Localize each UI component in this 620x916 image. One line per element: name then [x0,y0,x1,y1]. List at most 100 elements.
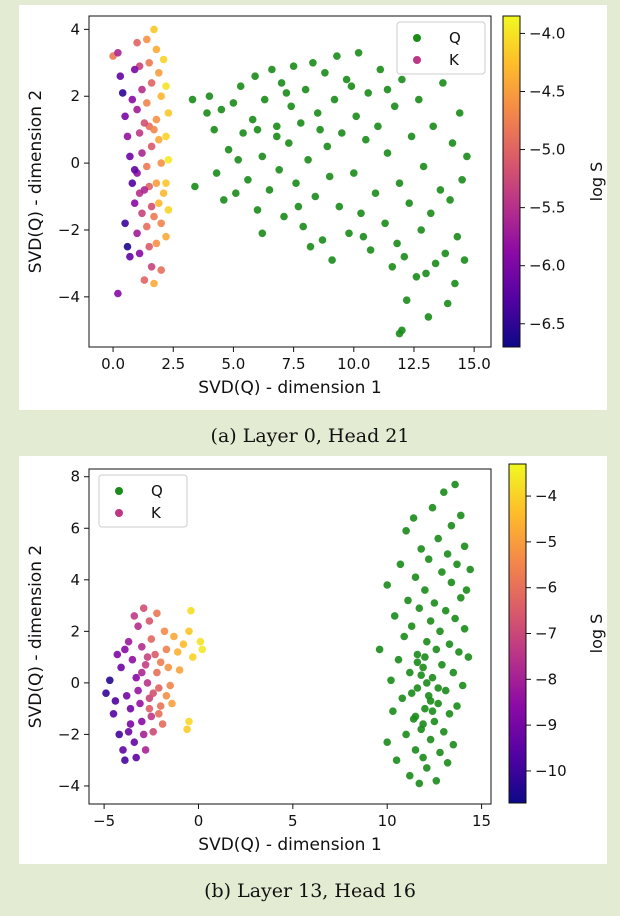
q-point [294,202,303,211]
q-point [280,212,288,221]
q-point [313,109,322,117]
k-point [162,645,171,654]
y-tick-label: 0 [70,674,80,692]
legend: QK [98,474,188,528]
q-point [407,689,416,697]
y-tick-label: 4 [70,20,80,38]
k-point [168,699,176,708]
legend-q-label: Q [151,482,163,500]
k-point [123,132,132,141]
q-point [411,746,420,754]
x-tick-label: 12.5 [397,355,430,373]
q-point [466,565,475,574]
y-tick-label: 0 [70,154,80,172]
q-point [417,545,426,553]
q-point [253,125,262,134]
k-point [147,263,156,271]
q-point [400,252,409,261]
q-point [330,95,339,104]
scatter-points [109,25,471,338]
y-axis-label: SVD(Q) - dimension 2 [26,545,46,728]
q-point [419,720,427,728]
k-point [143,222,151,231]
q-point [464,653,473,661]
q-point [453,232,462,241]
q-point [436,627,444,636]
k-point [133,38,141,47]
k-point [121,112,129,121]
k-point [128,179,137,187]
q-point [413,658,422,667]
q-point [421,586,429,594]
k-point [130,199,139,207]
y-tick-label: −2 [58,221,80,239]
k-point [187,606,195,615]
q-point [316,125,324,134]
k-point [128,95,137,104]
k-point [136,699,144,708]
k-point [147,635,156,643]
q-point [434,684,443,692]
y-tick-label: 4 [70,571,80,589]
k-point [155,199,163,207]
q-point [415,604,424,612]
colorbar-tick-label: −9 [535,716,557,734]
q-point [446,196,454,204]
k-point [149,728,157,736]
q-point [383,738,392,746]
k-point [152,239,161,248]
k-point [130,612,139,620]
legend-q-marker [115,487,123,495]
y-tick-label: 6 [70,519,80,537]
q-point [440,488,448,496]
k-point [126,252,134,261]
x-tick-label: 15.0 [457,355,490,373]
q-point [443,759,452,767]
q-point [451,279,459,288]
q-point [210,125,218,134]
q-point [438,568,446,576]
k-point [159,55,168,64]
q-point [419,663,427,672]
q-point [419,162,428,171]
q-point [248,115,257,124]
colorbar-tick-label: −6.5 [529,315,565,333]
q-point [220,196,228,204]
k-point [162,132,170,141]
q-point [449,668,458,677]
q-point [321,69,329,77]
q-point [424,313,433,321]
q-point [455,648,463,656]
q-point [400,632,409,641]
q-point [432,777,441,785]
q-point [251,72,259,80]
k-point [150,125,158,134]
k-point [135,129,144,137]
x-tick-label: −5 [93,812,115,830]
q-point [265,186,274,194]
colorbar-label: log S [587,162,606,202]
x-tick-label: 2.5 [161,355,185,373]
colorbar-tick-label: −5 [535,533,557,551]
q-point [429,122,438,131]
k-point [124,637,133,646]
q-point [395,179,404,187]
colorbar-tick-label: −7 [535,625,557,643]
q-point [407,622,416,630]
q-point [191,182,199,191]
k-point [111,697,120,705]
k-point [143,99,151,107]
q-point [451,480,459,489]
q-point [362,135,370,144]
q-point [402,527,410,535]
k-point [123,242,132,251]
q-point [441,249,450,258]
q-point [417,671,426,679]
k-point [143,653,152,661]
k-point [126,720,135,728]
plot-frame [88,15,492,348]
q-point [430,599,439,607]
k-point [116,72,125,80]
k-point [157,266,165,274]
legend-box [396,21,486,75]
